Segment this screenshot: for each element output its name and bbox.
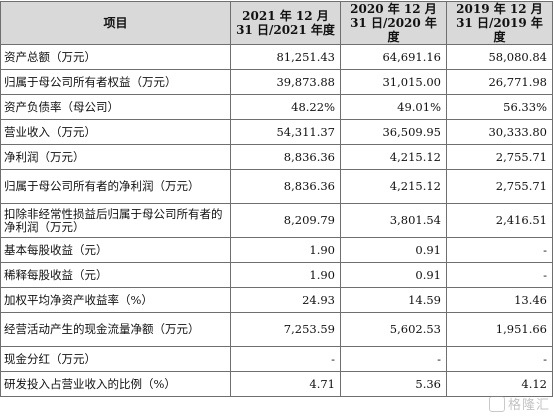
row-label: 稀释每股收益（元） xyxy=(0,262,231,288)
table-row: 基本每股收益（元） 1.90 0.91 - xyxy=(0,237,553,263)
cell-2020: 0.91 xyxy=(340,237,447,263)
cell-2021: 7,253.59 xyxy=(230,312,341,347)
watermark-logo-icon xyxy=(488,395,505,412)
table-row: 营业收入（万元） 54,311.37 36,509.95 30,333.80 xyxy=(0,119,553,145)
row-label: 资产总额（万元） xyxy=(0,44,231,70)
table-row: 加权平均净资产收益率（%） 24.93 14.59 13.46 xyxy=(0,287,553,313)
cell-2020: 4,215.12 xyxy=(340,169,447,204)
cell-2020: 0.91 xyxy=(340,262,447,288)
cell-2020: 4,215.12 xyxy=(340,144,447,170)
cell-2019: 2,755.71 xyxy=(446,169,553,204)
watermark-text: 格隆汇 xyxy=(507,398,550,413)
row-label: 归属于母公司所有者权益（万元） xyxy=(0,69,231,95)
cell-2021: - xyxy=(230,346,341,372)
cell-2021: 8,836.36 xyxy=(230,169,341,204)
table-row: 资产总额（万元） 81,251.43 64,691.16 58,080.84 xyxy=(0,44,553,70)
cell-2019: 4.12 xyxy=(446,371,553,397)
cell-2019: 58,080.84 xyxy=(446,44,553,70)
row-label: 现金分红（万元） xyxy=(0,346,231,372)
row-label: 扣除非经常性损益后归属于母公司所有者的净利润（万元） xyxy=(0,203,231,238)
cell-2020: 64,691.16 xyxy=(340,44,447,70)
cell-2019: - xyxy=(446,346,553,372)
cell-2020: 14.59 xyxy=(340,287,447,313)
cell-2021: 24.93 xyxy=(230,287,341,313)
table-header: 项目 2021 年 12 月 31 日/2021 年度 2020 年 12 月 … xyxy=(0,1,553,45)
cell-2020: 5,602.53 xyxy=(340,312,447,347)
cell-2019: - xyxy=(446,262,553,288)
table-row: 研发投入占营业收入的比例（%） 4.71 5.36 4.12 xyxy=(0,371,553,397)
cell-2019: 2,416.51 xyxy=(446,203,553,238)
cell-2021: 1.90 xyxy=(230,237,341,263)
header-item: 项目 xyxy=(0,1,231,45)
header-row: 项目 2021 年 12 月 31 日/2021 年度 2020 年 12 月 … xyxy=(0,1,553,45)
cell-2020: - xyxy=(340,346,447,372)
cell-2021: 54,311.37 xyxy=(230,119,341,145)
cell-2020: 49.01% xyxy=(340,94,447,120)
cell-2021: 8,209.79 xyxy=(230,203,341,238)
watermark: 格隆汇 xyxy=(488,394,550,413)
table-row: 现金分红（万元） - - - xyxy=(0,346,553,372)
table-row: 资产负债率（母公司） 48.22% 49.01% 56.33% xyxy=(0,94,553,120)
row-label: 研发投入占营业收入的比例（%） xyxy=(0,371,231,397)
row-label: 资产负债率（母公司） xyxy=(0,94,231,120)
row-label: 基本每股收益（元） xyxy=(0,237,231,263)
cell-2019: 56.33% xyxy=(446,94,553,120)
header-2020: 2020 年 12 月 31 日/2020 年度 xyxy=(340,1,447,45)
cell-2020: 31,015.00 xyxy=(340,69,447,95)
cell-2019: 30,333.80 xyxy=(446,119,553,145)
cell-2021: 4.71 xyxy=(230,371,341,397)
cell-2020: 36,509.95 xyxy=(340,119,447,145)
cell-2020: 5.36 xyxy=(340,371,447,397)
header-2019: 2019 年 12 月 31 日/2019 年度 xyxy=(446,1,553,45)
cell-2019: 26,771.98 xyxy=(446,69,553,95)
cell-2019: 13.46 xyxy=(446,287,553,313)
cell-2021: 81,251.43 xyxy=(230,44,341,70)
financial-data-table: 项目 2021 年 12 月 31 日/2021 年度 2020 年 12 月 … xyxy=(0,1,553,397)
table-row: 归属于母公司所有者权益（万元） 39,873.88 31,015.00 26,7… xyxy=(0,69,553,95)
row-label: 归属于母公司所有者的净利润（万元） xyxy=(0,169,231,204)
cell-2019: - xyxy=(446,237,553,263)
row-label: 净利润（万元） xyxy=(0,144,231,170)
table-row: 归属于母公司所有者的净利润（万元） 8,836.36 4,215.12 2,75… xyxy=(0,169,553,204)
table-row: 净利润（万元） 8,836.36 4,215.12 2,755.71 xyxy=(0,144,553,170)
table-body: 资产总额（万元） 81,251.43 64,691.16 58,080.84 归… xyxy=(0,44,553,397)
row-label: 营业收入（万元） xyxy=(0,119,231,145)
row-label: 经营活动产生的现金流量净额（万元） xyxy=(0,312,231,347)
cell-2021: 39,873.88 xyxy=(230,69,341,95)
table-row: 经营活动产生的现金流量净额（万元） 7,253.59 5,602.53 1,95… xyxy=(0,312,553,347)
cell-2020: 3,801.54 xyxy=(340,203,447,238)
cell-2019: 1,951.66 xyxy=(446,312,553,347)
table-row: 稀释每股收益（元） 1.90 0.91 - xyxy=(0,262,553,288)
row-label: 加权平均净资产收益率（%） xyxy=(0,287,231,313)
cell-2021: 1.90 xyxy=(230,262,341,288)
header-2021: 2021 年 12 月 31 日/2021 年度 xyxy=(230,1,341,45)
cell-2021: 48.22% xyxy=(230,94,341,120)
cell-2019: 2,755.71 xyxy=(446,144,553,170)
cell-2021: 8,836.36 xyxy=(230,144,341,170)
table-row: 扣除非经常性损益后归属于母公司所有者的净利润（万元） 8,209.79 3,80… xyxy=(0,203,553,238)
